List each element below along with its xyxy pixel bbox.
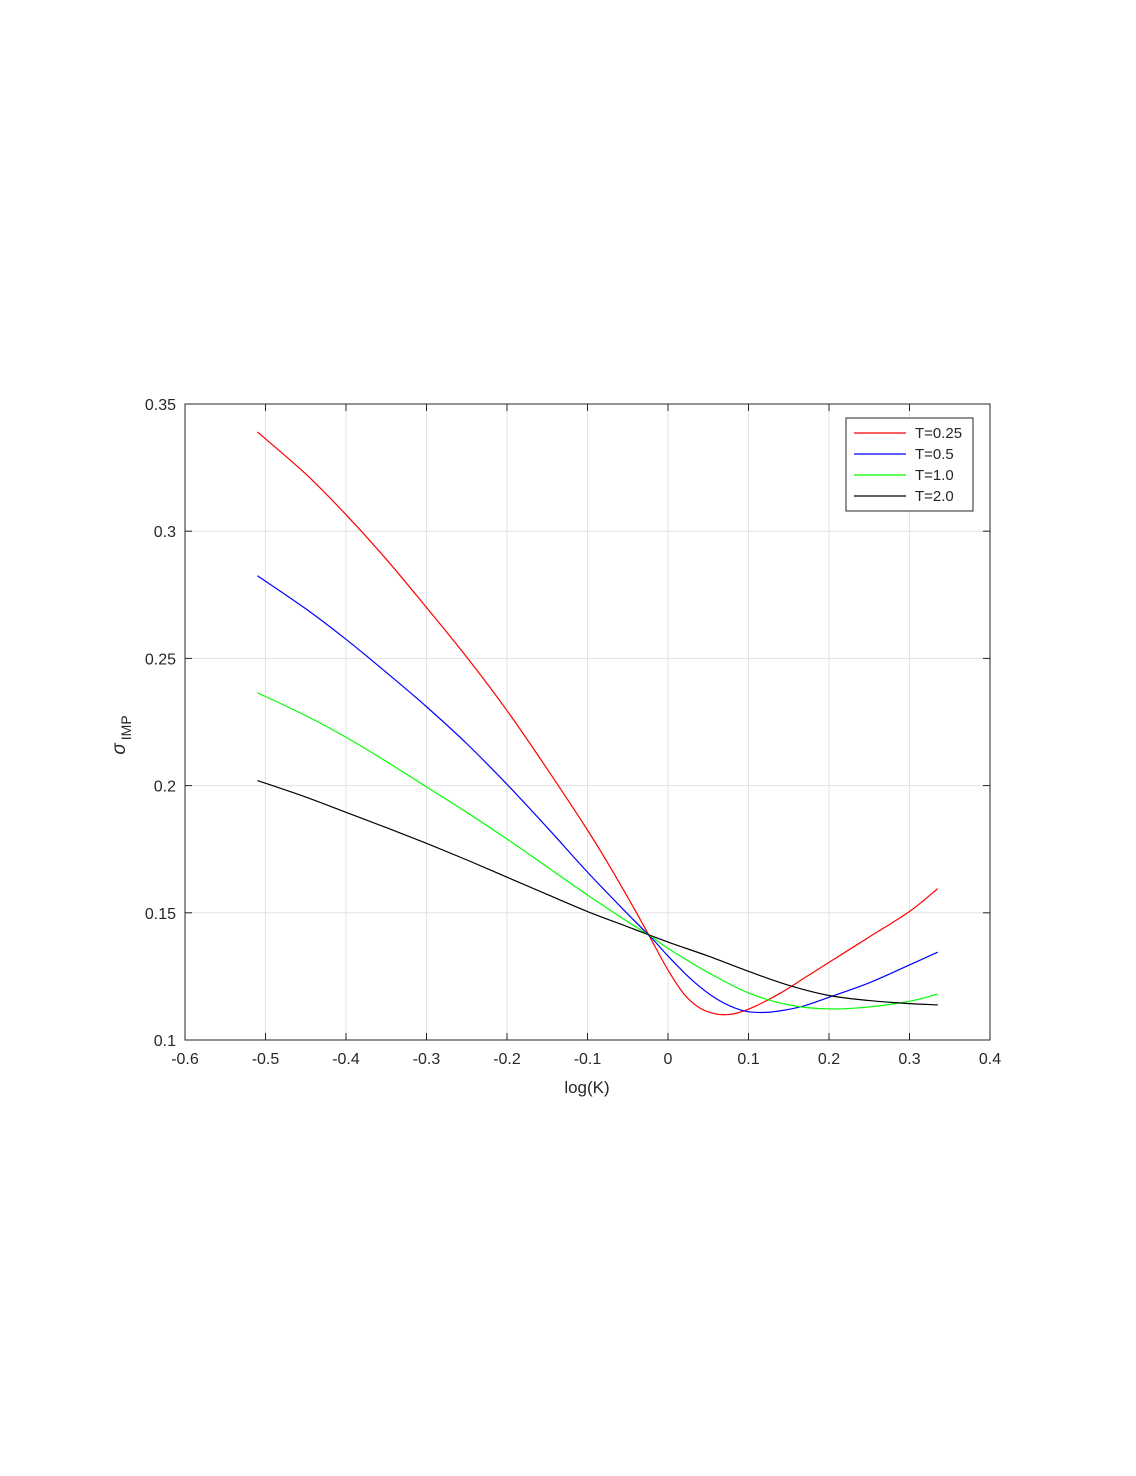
y-axis-title: σ IMP — [109, 715, 134, 754]
x-tick-label: 0.3 — [898, 1051, 920, 1068]
x-tick-label: 0.2 — [818, 1051, 840, 1068]
x-tick-label: 0 — [664, 1051, 673, 1068]
y-tick-label: 0.3 — [154, 524, 176, 541]
y-axis-title-subscript: IMP — [118, 715, 134, 740]
x-tick-label: -0.3 — [413, 1051, 441, 1068]
grid-layer — [185, 404, 990, 1040]
series-line-2 — [257, 575, 938, 1014]
x-tick-label: -0.5 — [252, 1051, 280, 1068]
legend-label: T=0.5 — [915, 446, 954, 463]
x-tick-label: 0.4 — [979, 1051, 1001, 1068]
x-axis-title: log(K) — [564, 1078, 609, 1097]
y-tick-label: 0.15 — [145, 906, 176, 923]
y-tick-label: 0.1 — [154, 1033, 176, 1050]
tick-layer — [184, 403, 991, 1041]
x-tick-label: 0.1 — [737, 1051, 759, 1068]
legend-label: T=1.0 — [915, 467, 954, 484]
x-tick-label: -0.2 — [493, 1051, 521, 1068]
tick-label-layer: -0.6 -0.5 -0.4 -0.3 -0.2 -0.1 0 0.1 0.2 0.3 0.4 0.1… — [145, 397, 1001, 1068]
svg-text:σIMP: σ IMP — [109, 715, 134, 754]
y-tick-label: 0.25 — [145, 651, 176, 668]
y-tick-label: 0.2 — [154, 779, 176, 796]
series-line-3 — [257, 692, 938, 1010]
legend-entries: T=0.25 T=0.5 T=1.0 T=2.0 — [854, 425, 962, 505]
legend-label: T=0.25 — [915, 425, 962, 442]
legend: T=0.25 T=0.5 T=1.0 T=2.0 — [845, 417, 974, 512]
x-tick-label: -0.6 — [171, 1051, 199, 1068]
x-tick-label: -0.1 — [574, 1051, 602, 1068]
series-line-4 — [257, 779, 938, 1006]
y-tick-label: 0.35 — [145, 397, 176, 414]
x-tick-label: -0.4 — [332, 1051, 360, 1068]
series-layer — [257, 431, 939, 1016]
series-line-1 — [257, 431, 939, 1016]
y-axis-title-symbol: σ — [109, 742, 130, 755]
legend-label: T=2.0 — [915, 488, 954, 505]
